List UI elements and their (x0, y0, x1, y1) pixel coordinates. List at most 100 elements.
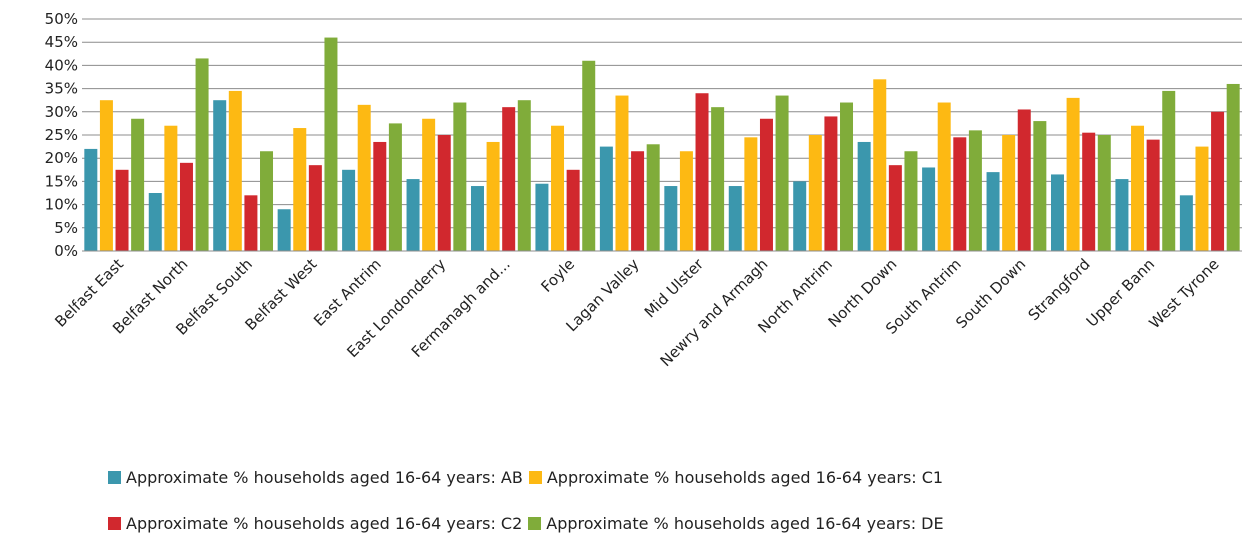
gridlines (82, 18, 1242, 229)
bar (986, 172, 1000, 251)
bar (759, 118, 773, 251)
legend-item-c1: Approximate % households aged 16-64 year… (528, 468, 944, 487)
y-tick-label: 10% (45, 196, 78, 214)
x-tick-label: Strangford (1025, 255, 1094, 324)
bar (99, 100, 113, 251)
bar (437, 135, 451, 251)
bar (857, 141, 871, 251)
y-tick-label: 50% (45, 10, 78, 28)
bar (1066, 97, 1080, 251)
y-tick-label: 30% (45, 103, 78, 121)
y-tick-label: 0% (54, 242, 78, 260)
legend-swatch-de (528, 517, 542, 530)
y-axis-ticks: 0% 5% 10% 15% 20% 25% 30% 35% 40% 45% 50% (45, 10, 78, 260)
bar (808, 135, 822, 251)
legend-label-ab: Approximate % households aged 16-64 year… (126, 468, 523, 487)
bar (824, 116, 838, 251)
bar (775, 95, 789, 251)
bar (888, 165, 902, 251)
bar (148, 193, 162, 251)
bar (1211, 111, 1225, 251)
bar (164, 125, 178, 251)
bar (535, 183, 549, 251)
bar (131, 118, 145, 251)
bar (664, 186, 678, 251)
bar (840, 102, 854, 252)
bar (213, 100, 227, 251)
legend-swatch-c2 (108, 517, 121, 530)
legend-label-c1: Approximate % households aged 16-64 year… (546, 468, 944, 487)
bar (631, 151, 645, 251)
bar (1002, 135, 1016, 251)
y-tick-label: 45% (45, 33, 78, 51)
bars (84, 37, 1240, 252)
bar (1097, 135, 1111, 251)
legend-item-c2: Approximate % households aged 16-64 year… (108, 514, 522, 533)
bar (470, 186, 484, 251)
bar (195, 58, 209, 251)
legend-label-de: Approximate % households aged 16-64 year… (546, 514, 944, 533)
bar (422, 118, 436, 251)
bar (1162, 90, 1176, 251)
x-tick-label: Newry and Armagh (657, 255, 772, 370)
bar (115, 169, 129, 251)
y-tick-label: 15% (45, 172, 78, 190)
legend-swatch-ab (108, 471, 121, 484)
x-tick-label: Mid Ulster (641, 255, 708, 322)
bar (1082, 132, 1096, 251)
bar (793, 181, 807, 251)
bar (1017, 109, 1031, 251)
bar (1226, 83, 1240, 252)
bar (1131, 125, 1145, 251)
legend-item-ab: Approximate % households aged 16-64 year… (108, 468, 523, 487)
bar (502, 107, 516, 251)
bar (937, 102, 951, 252)
bar (953, 137, 967, 251)
bar (744, 137, 758, 251)
bar (968, 130, 982, 251)
y-tick-label: 35% (45, 80, 78, 98)
bar (615, 95, 629, 251)
bar (566, 169, 580, 251)
bar (599, 146, 613, 251)
bar (228, 90, 242, 251)
bar (260, 151, 274, 251)
bar (904, 151, 918, 251)
y-tick-label: 40% (45, 56, 78, 74)
x-tick-label: Foyle (537, 255, 578, 296)
y-tick-label: 5% (54, 219, 78, 237)
bar (388, 123, 402, 251)
bar (84, 148, 98, 251)
x-tick-label: West Tyrone (1145, 255, 1222, 332)
bar (695, 93, 709, 252)
bar (1179, 195, 1193, 251)
legend-swatch-c1 (528, 471, 542, 484)
y-tick-label: 25% (45, 126, 78, 144)
bar (293, 128, 307, 251)
bar (308, 165, 322, 251)
legend-row-1: Approximate % households aged 16-64 year… (108, 468, 949, 487)
legend-item-de: Approximate % households aged 16-64 year… (528, 514, 944, 533)
bar (277, 209, 291, 251)
bar (873, 79, 887, 251)
bar (373, 141, 387, 251)
bar (486, 141, 500, 251)
bar (728, 186, 742, 251)
bar (1115, 179, 1129, 251)
bar (679, 151, 693, 251)
legend-label-c2: Approximate % households aged 16-64 year… (126, 514, 523, 533)
bar (551, 125, 565, 251)
bar (324, 37, 338, 252)
bar (453, 102, 467, 252)
bar (646, 144, 660, 251)
bar (244, 195, 258, 251)
bar (1195, 146, 1209, 251)
bar (1146, 139, 1160, 251)
bar (517, 100, 531, 251)
x-tick-label: South Down (952, 255, 1029, 332)
bar (1050, 174, 1064, 251)
legend-row-2: Approximate % households aged 16-64 year… (108, 514, 950, 533)
bar (342, 169, 356, 251)
